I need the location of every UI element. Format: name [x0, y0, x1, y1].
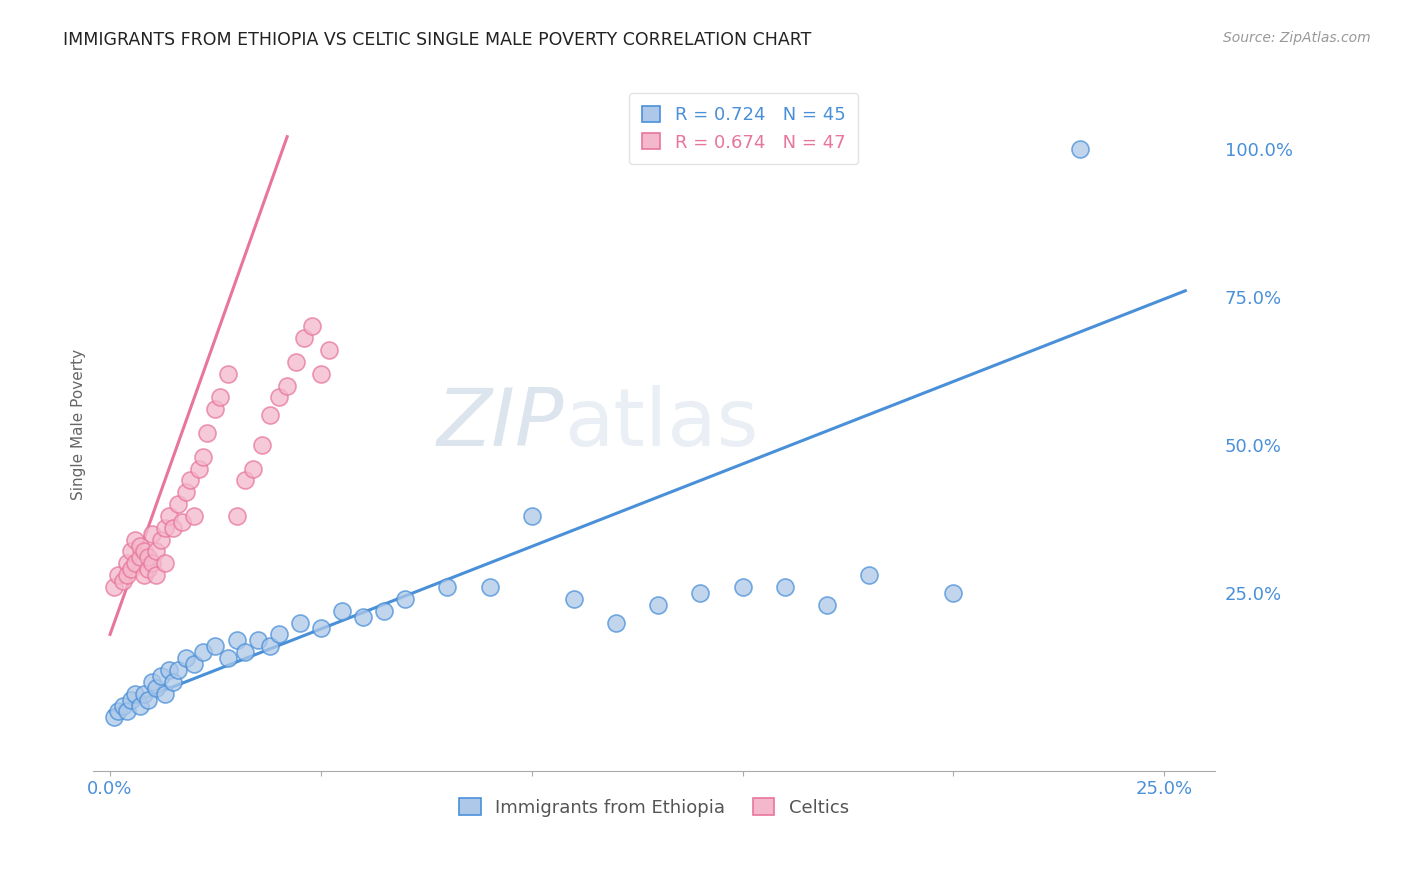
- Point: [153, 521, 176, 535]
- Point: [394, 591, 416, 606]
- Point: [267, 391, 290, 405]
- Point: [773, 580, 796, 594]
- Point: [1069, 142, 1091, 156]
- Point: [124, 533, 146, 547]
- Point: [942, 586, 965, 600]
- Point: [478, 580, 501, 594]
- Point: [128, 550, 150, 565]
- Point: [132, 568, 155, 582]
- Point: [136, 562, 159, 576]
- Point: [103, 580, 125, 594]
- Point: [204, 402, 226, 417]
- Point: [284, 355, 307, 369]
- Point: [157, 508, 180, 523]
- Text: atlas: atlas: [564, 385, 759, 463]
- Point: [149, 533, 172, 547]
- Point: [107, 705, 129, 719]
- Point: [115, 557, 138, 571]
- Point: [124, 557, 146, 571]
- Point: [267, 627, 290, 641]
- Point: [115, 705, 138, 719]
- Point: [141, 557, 163, 571]
- Point: [136, 550, 159, 565]
- Point: [309, 367, 332, 381]
- Point: [170, 515, 193, 529]
- Point: [815, 598, 838, 612]
- Point: [153, 557, 176, 571]
- Point: [128, 698, 150, 713]
- Point: [330, 604, 353, 618]
- Point: [233, 474, 256, 488]
- Point: [352, 609, 374, 624]
- Point: [141, 526, 163, 541]
- Point: [157, 663, 180, 677]
- Point: [225, 508, 247, 523]
- Text: Source: ZipAtlas.com: Source: ZipAtlas.com: [1223, 31, 1371, 45]
- Point: [217, 651, 239, 665]
- Point: [179, 474, 201, 488]
- Point: [292, 331, 315, 345]
- Point: [225, 633, 247, 648]
- Point: [436, 580, 458, 594]
- Point: [858, 568, 880, 582]
- Point: [183, 508, 205, 523]
- Point: [318, 343, 340, 357]
- Point: [149, 669, 172, 683]
- Point: [132, 544, 155, 558]
- Point: [191, 450, 214, 464]
- Point: [120, 692, 142, 706]
- Point: [103, 710, 125, 724]
- Point: [276, 378, 298, 392]
- Point: [162, 521, 184, 535]
- Point: [124, 687, 146, 701]
- Point: [162, 674, 184, 689]
- Point: [246, 633, 269, 648]
- Point: [174, 485, 197, 500]
- Y-axis label: Single Male Poverty: Single Male Poverty: [72, 349, 86, 500]
- Point: [174, 651, 197, 665]
- Point: [647, 598, 669, 612]
- Point: [288, 615, 311, 630]
- Point: [208, 391, 231, 405]
- Point: [120, 562, 142, 576]
- Point: [107, 568, 129, 582]
- Point: [115, 568, 138, 582]
- Point: [259, 408, 281, 422]
- Point: [562, 591, 585, 606]
- Point: [204, 640, 226, 654]
- Point: [136, 692, 159, 706]
- Point: [233, 645, 256, 659]
- Point: [191, 645, 214, 659]
- Point: [605, 615, 627, 630]
- Point: [166, 497, 188, 511]
- Point: [145, 681, 167, 695]
- Point: [731, 580, 754, 594]
- Point: [153, 687, 176, 701]
- Point: [309, 622, 332, 636]
- Point: [242, 461, 264, 475]
- Point: [217, 367, 239, 381]
- Point: [128, 539, 150, 553]
- Point: [145, 568, 167, 582]
- Point: [689, 586, 711, 600]
- Point: [301, 319, 323, 334]
- Text: ZIP: ZIP: [437, 385, 564, 463]
- Point: [373, 604, 395, 618]
- Legend: Immigrants from Ethiopia, Celtics: Immigrants from Ethiopia, Celtics: [453, 791, 856, 824]
- Point: [111, 698, 134, 713]
- Point: [250, 438, 273, 452]
- Point: [187, 461, 209, 475]
- Point: [259, 640, 281, 654]
- Text: IMMIGRANTS FROM ETHIOPIA VS CELTIC SINGLE MALE POVERTY CORRELATION CHART: IMMIGRANTS FROM ETHIOPIA VS CELTIC SINGL…: [63, 31, 811, 49]
- Point: [195, 425, 218, 440]
- Point: [111, 574, 134, 588]
- Point: [145, 544, 167, 558]
- Point: [120, 544, 142, 558]
- Point: [520, 508, 543, 523]
- Point: [183, 657, 205, 671]
- Point: [141, 674, 163, 689]
- Point: [132, 687, 155, 701]
- Point: [166, 663, 188, 677]
